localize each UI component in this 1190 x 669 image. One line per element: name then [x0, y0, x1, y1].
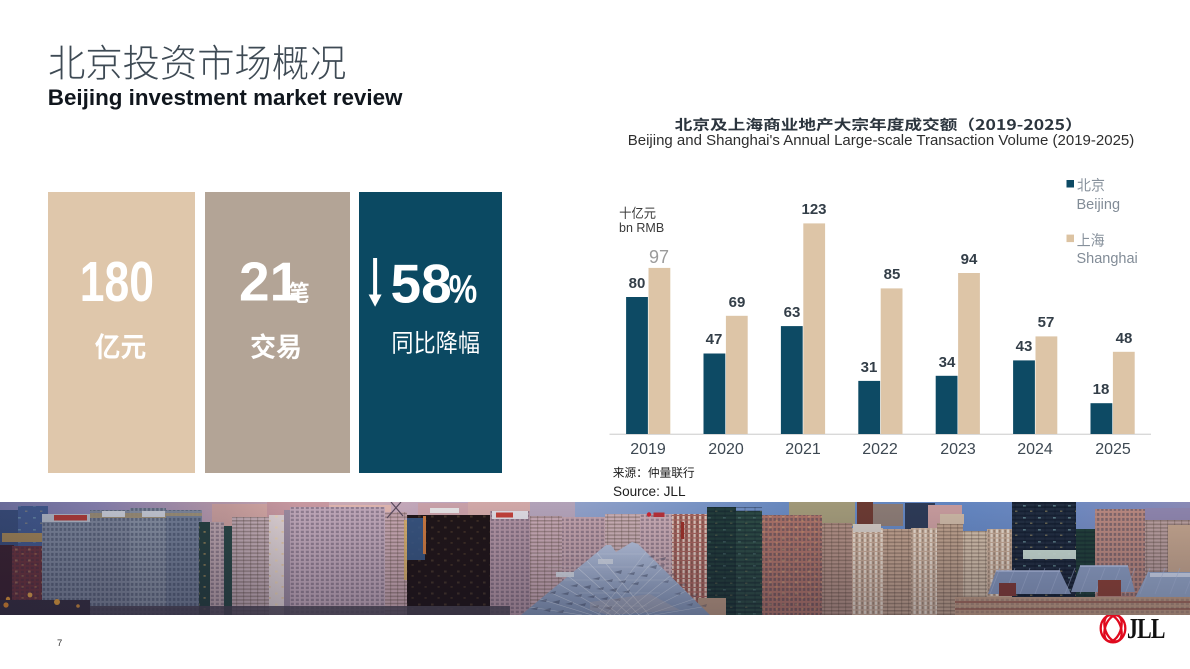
svg-text:180: 180 [80, 250, 154, 314]
svg-text:%: % [449, 266, 477, 311]
svg-text:58: 58 [391, 253, 452, 315]
svg-text:21: 21 [239, 251, 300, 313]
